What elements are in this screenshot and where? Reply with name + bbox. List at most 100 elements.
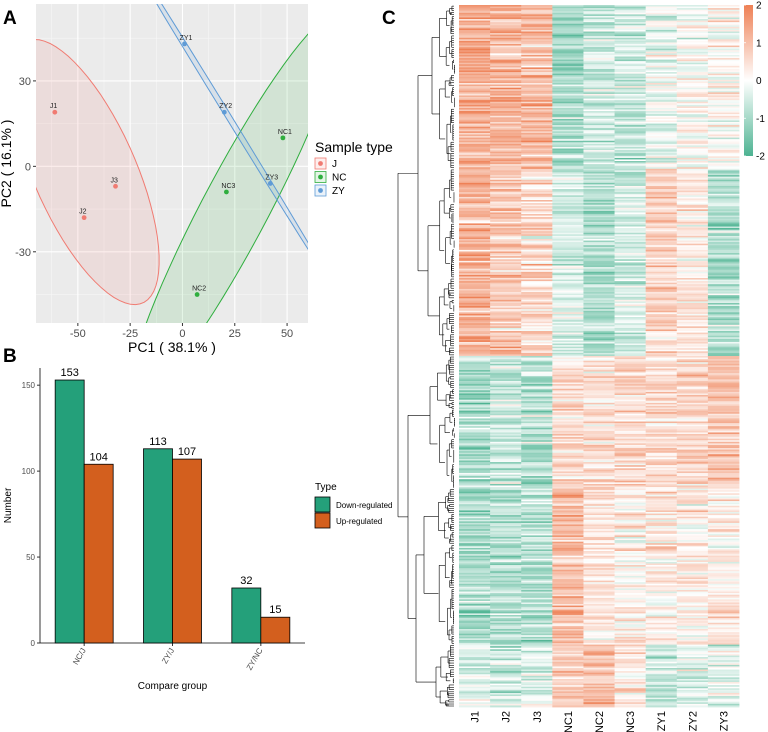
heatmap-cell <box>490 661 522 664</box>
heatmap-cell <box>676 201 709 204</box>
heatmap-cell <box>521 136 553 138</box>
heatmap-cell <box>459 401 491 404</box>
heatmap-cell <box>552 265 584 268</box>
heatmap-cell <box>490 212 522 215</box>
heatmap-cell <box>676 419 709 422</box>
heatmap-cell <box>490 639 522 642</box>
point-label: ZY1 <box>180 35 193 42</box>
x-tick-label: ZY/NC <box>245 646 265 671</box>
heatmap-cell <box>614 128 647 131</box>
heatmap-cell <box>707 270 740 273</box>
heatmap-cell <box>552 14 584 17</box>
heatmap-cell <box>459 62 491 65</box>
legend-label-nc: NC <box>332 173 346 184</box>
heatmap-cell <box>459 468 491 471</box>
heatmap-cell <box>490 36 522 39</box>
bar-value-label: 153 <box>60 367 78 379</box>
heatmap-cell <box>614 182 647 185</box>
heatmap-cell <box>707 276 740 279</box>
heatmap-cell <box>459 415 491 418</box>
heatmap-cell <box>459 56 491 59</box>
heatmap-cell <box>676 240 709 243</box>
heatmap-cell <box>490 703 522 706</box>
heatmap-cell <box>707 352 740 355</box>
heatmap-cell <box>459 536 491 539</box>
heatmap-cell <box>645 614 678 617</box>
heatmap-cell <box>645 234 678 237</box>
heatmap-cell <box>490 368 522 371</box>
heatmap-cell <box>676 619 709 622</box>
heatmap-cell <box>583 288 615 291</box>
heatmap-cell <box>552 395 584 397</box>
heatmap-cell <box>583 97 615 99</box>
heatmap-cell <box>583 129 615 132</box>
heatmap-cell <box>490 79 522 82</box>
heatmap-cell <box>490 391 522 394</box>
heatmap-cell <box>521 429 553 432</box>
heatmap-cell <box>459 512 491 514</box>
heatmap-cell <box>614 309 647 312</box>
heatmap-cell <box>676 204 709 207</box>
heatmap-cell <box>645 675 678 678</box>
heatmap-cell <box>707 45 740 48</box>
heatmap-cell <box>614 473 647 475</box>
heatmap-cell <box>645 83 678 85</box>
heatmap-cell <box>490 162 522 165</box>
heatmap-cell <box>707 497 740 500</box>
heatmap-cell <box>707 79 740 82</box>
heatmap-cell <box>521 273 553 276</box>
heatmap-cell <box>459 636 491 639</box>
heatmap-cell <box>645 652 678 655</box>
heatmap-cell <box>707 189 740 192</box>
heatmap-cell <box>459 471 491 474</box>
heatmap-cell <box>707 529 740 532</box>
heatmap-cell <box>521 114 553 117</box>
heatmap-cell <box>459 538 491 541</box>
heatmap-cell <box>676 123 709 126</box>
heatmap-cell <box>490 535 522 538</box>
heatmap-cell <box>707 366 740 369</box>
heatmap-cell <box>583 588 615 591</box>
heatmap-cell <box>521 522 553 525</box>
heatmap-cell <box>552 125 584 128</box>
heatmap-cell <box>645 359 678 362</box>
heatmap-cell <box>521 285 553 288</box>
heatmap-cell <box>676 288 709 291</box>
heatmap-cell <box>614 136 647 138</box>
heatmap-cell <box>490 373 522 376</box>
heatmap-cell <box>521 343 553 346</box>
heatmap-cell <box>459 368 491 371</box>
heatmap-cell <box>614 76 647 79</box>
heatmap-cell <box>583 148 615 151</box>
heatmap-cell <box>521 179 553 182</box>
heatmap-cell <box>459 9 491 12</box>
heatmap-cell <box>583 636 615 639</box>
heatmap-cell <box>521 287 553 290</box>
heatmap-cell <box>459 103 491 106</box>
heatmap-cell <box>614 582 647 585</box>
heatmap-cell <box>583 161 615 163</box>
heatmap-cell <box>583 224 615 227</box>
heatmap-cell <box>552 318 584 321</box>
heatmap-cell <box>552 218 584 221</box>
heatmap-cell <box>490 630 522 633</box>
heatmap-cell <box>676 334 709 337</box>
heatmap-cell <box>490 625 522 628</box>
heatmap-cell <box>552 39 584 42</box>
heatmap-cell <box>583 494 615 497</box>
heatmap-cell <box>583 649 615 652</box>
heatmap-cell <box>490 187 522 190</box>
y-axis-label: PC2 ( 16.1% ) <box>0 120 14 208</box>
heatmap-cell <box>645 221 678 224</box>
heatmap-cell <box>521 374 553 377</box>
heatmap-cell <box>459 340 491 343</box>
heatmap-cell <box>459 491 491 494</box>
heatmap-cell <box>614 530 647 533</box>
heatmap-cell <box>490 496 522 499</box>
heatmap-cell <box>552 382 584 385</box>
heatmap-cell <box>552 309 584 312</box>
heatmap-cell <box>521 377 553 380</box>
heatmap-cell <box>459 287 491 290</box>
heatmap-cell <box>459 76 491 79</box>
heatmap-cell <box>707 260 740 263</box>
